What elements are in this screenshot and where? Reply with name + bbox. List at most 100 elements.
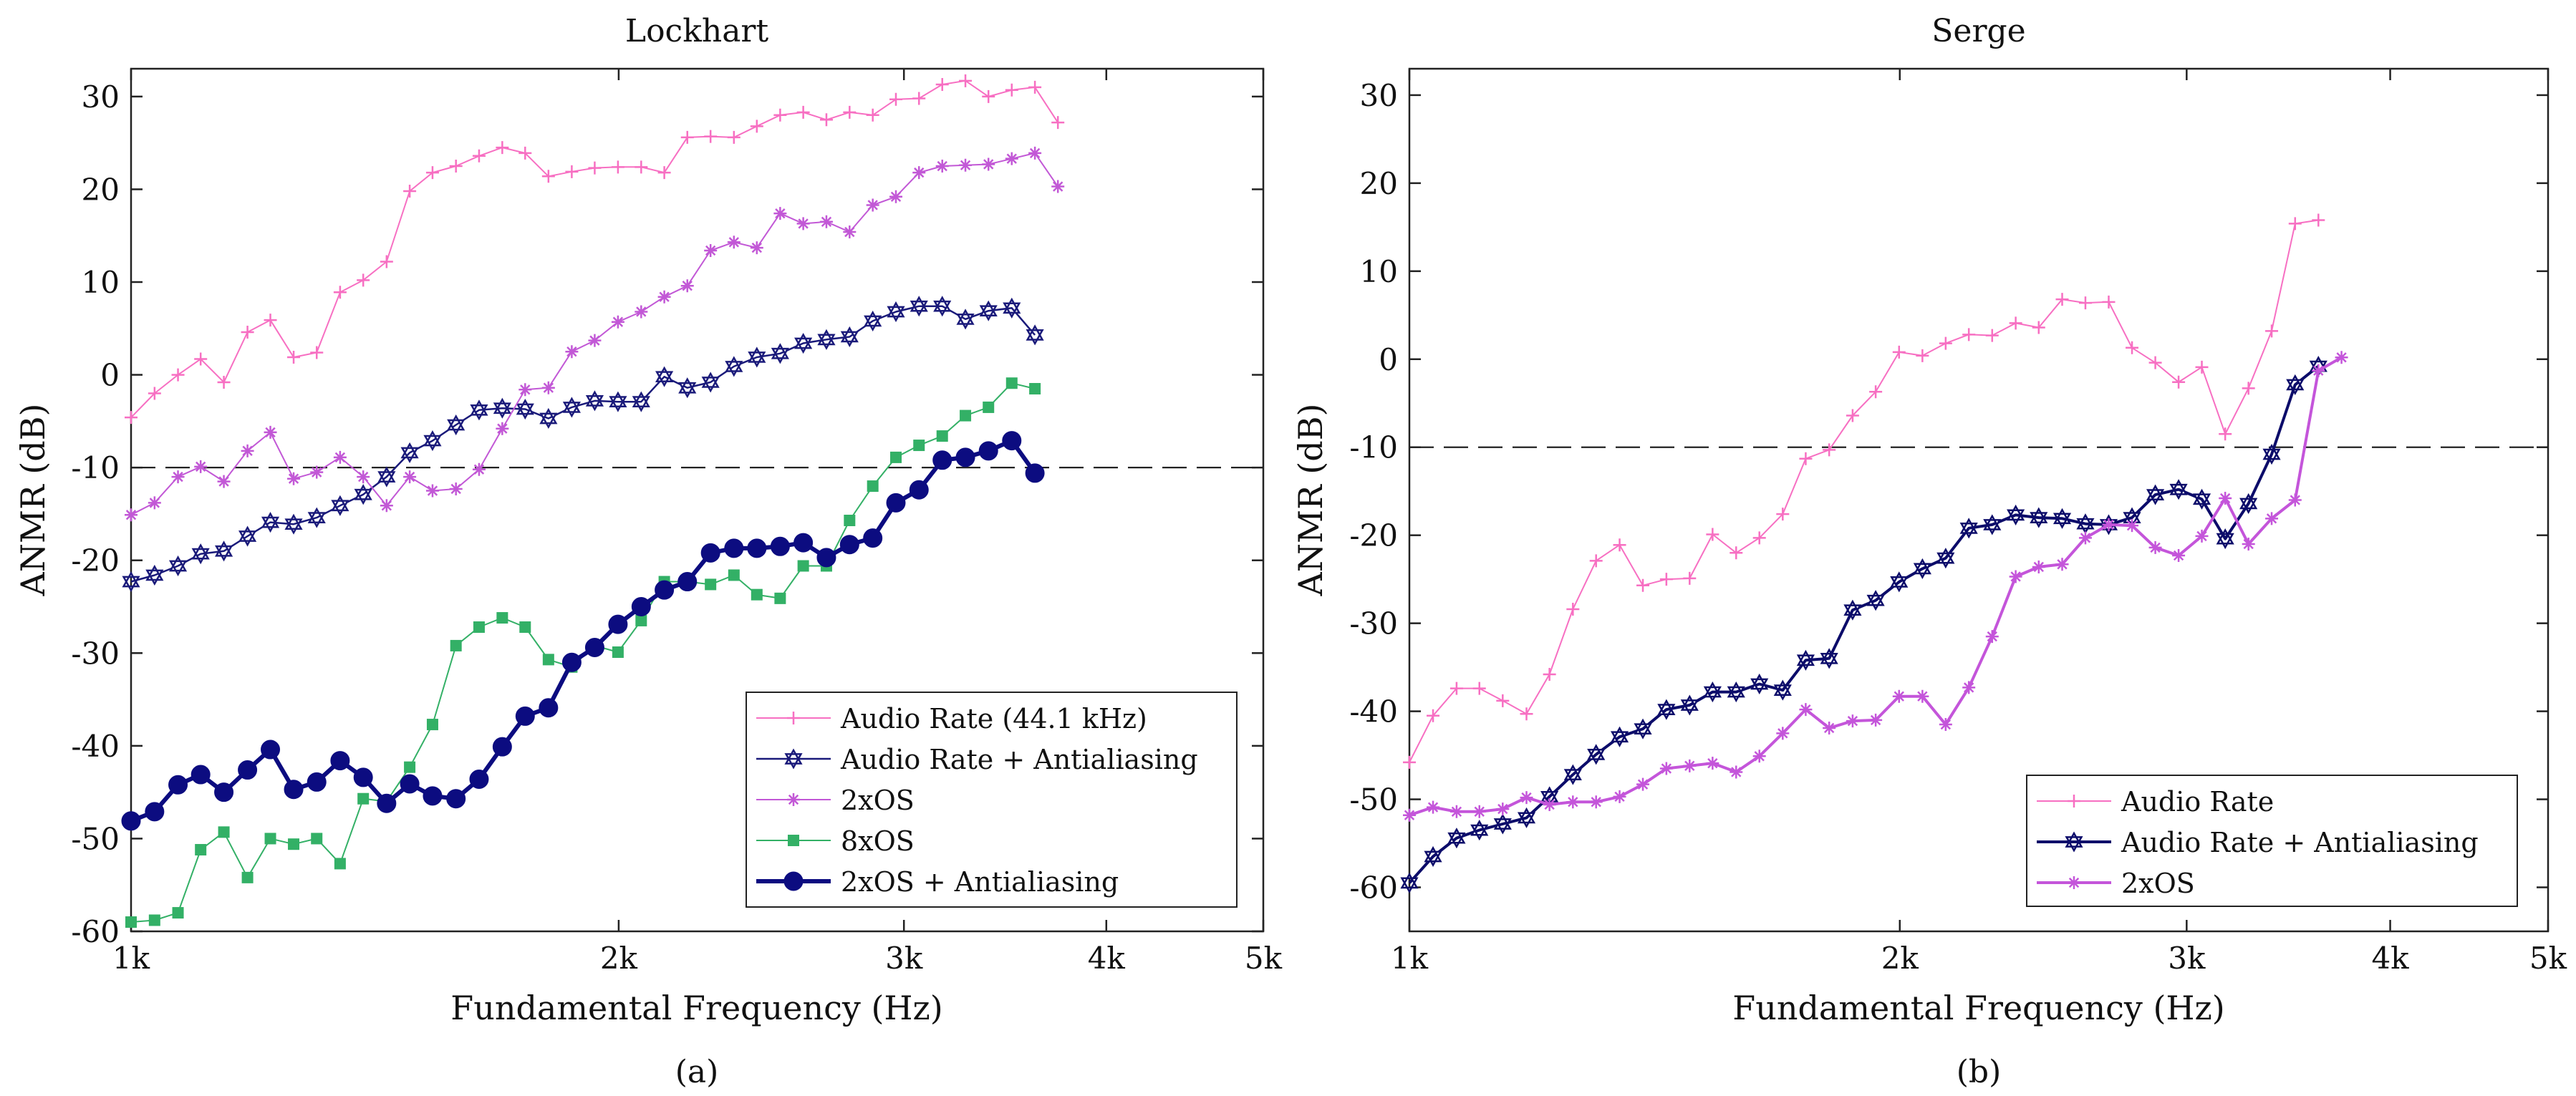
data-point: [887, 301, 905, 323]
data-point: [1028, 80, 1042, 94]
data-point: [1589, 795, 1603, 809]
data-point: [1403, 808, 1416, 822]
data-point: [2262, 444, 2281, 465]
y-tick-label: -20: [71, 543, 120, 578]
data-point: [400, 774, 420, 794]
series-lockhart-4: [121, 431, 1045, 831]
data-point: [955, 447, 975, 467]
data-point: [1472, 682, 1486, 695]
data-point: [889, 190, 902, 203]
y-tick-label: -60: [71, 914, 120, 949]
data-point: [839, 535, 859, 555]
x-tick-label: 2k: [1881, 941, 1919, 976]
data-point: [194, 460, 208, 473]
series-serge-2: [1403, 351, 2348, 822]
data-point: [1703, 681, 1722, 703]
data-point: [2009, 316, 2022, 330]
data-point: [959, 158, 973, 172]
data-point: [1916, 689, 1929, 703]
data-point: [956, 309, 975, 330]
data-point: [190, 765, 211, 785]
data-point: [1589, 554, 1603, 568]
data-point: [1657, 699, 1676, 720]
data-point: [933, 296, 952, 317]
data-point: [1959, 518, 1978, 539]
data-point: [700, 543, 720, 563]
data-point: [121, 811, 141, 831]
data-point: [449, 482, 463, 495]
data-point: [727, 130, 741, 144]
caption-a: (a): [675, 1054, 719, 1090]
data-point: [195, 843, 207, 855]
data-point: [1449, 682, 1463, 695]
data-point: [588, 334, 602, 347]
data-point: [1029, 383, 1041, 395]
data-point: [890, 451, 902, 463]
data-point: [539, 407, 558, 430]
data-point: [284, 780, 304, 800]
data-point: [1026, 324, 1044, 346]
legend-swatch-marker: [787, 712, 800, 724]
legend-entry: 2xOS + Antialiasing: [841, 866, 1119, 898]
data-point: [635, 305, 648, 319]
chart-title-lockhart: Lockhart: [625, 13, 769, 49]
data-point: [1634, 718, 1652, 739]
data-point: [1400, 872, 1419, 893]
data-point: [635, 160, 648, 174]
data-point: [2216, 528, 2234, 550]
series-line: [1409, 219, 2319, 763]
data-point: [609, 391, 627, 412]
data-point: [171, 470, 185, 484]
x-tick-label: 4k: [2371, 941, 2409, 976]
data-point: [816, 548, 836, 568]
data-point: [493, 397, 511, 419]
series-lockhart-2: [125, 146, 1065, 522]
data-point: [1424, 845, 1442, 868]
data-point: [334, 858, 346, 870]
data-point: [728, 569, 740, 581]
data-point: [1846, 714, 1859, 728]
data-point: [426, 719, 438, 731]
data-point: [770, 536, 790, 556]
data-point: [2078, 531, 2092, 545]
data-point: [750, 241, 763, 255]
data-point: [1983, 514, 2002, 535]
data-point: [145, 802, 165, 822]
data-point: [1028, 146, 1042, 160]
data-point: [1869, 385, 1883, 399]
data-point: [635, 614, 647, 626]
data-point: [333, 286, 347, 299]
x-tick-label: 3k: [885, 941, 923, 976]
data-point: [1003, 297, 1021, 319]
data-point: [724, 538, 744, 558]
data-point: [331, 495, 349, 516]
data-point: [2032, 560, 2045, 573]
data-point: [284, 513, 303, 535]
data-point: [1563, 764, 1582, 785]
data-point: [913, 440, 925, 452]
y-tick-label: 10: [1360, 254, 1398, 289]
y-tick-label: -10: [1349, 430, 1398, 465]
series-line: [1408, 365, 2320, 884]
data-point: [2052, 508, 2072, 529]
data-point: [982, 89, 995, 103]
data-point: [241, 444, 254, 457]
data-point: [287, 350, 301, 364]
data-point: [2288, 493, 2302, 507]
y-axis-label-serge: ANMR (dB): [1291, 404, 1330, 597]
data-point: [2076, 513, 2095, 535]
data-point: [960, 409, 972, 422]
data-point: [377, 793, 397, 813]
data-point: [217, 375, 231, 389]
y-tick-label: 30: [82, 79, 120, 115]
data-point: [1752, 750, 1766, 763]
data-point: [750, 120, 763, 133]
y-tick-label: 0: [100, 358, 120, 393]
data-point: [727, 236, 741, 249]
data-point: [2146, 484, 2165, 505]
legend-entry: Audio Rate + Antialiasing: [2121, 827, 2479, 858]
data-point: [1916, 349, 1929, 362]
data-point: [2288, 217, 2302, 231]
data-point: [191, 543, 210, 565]
